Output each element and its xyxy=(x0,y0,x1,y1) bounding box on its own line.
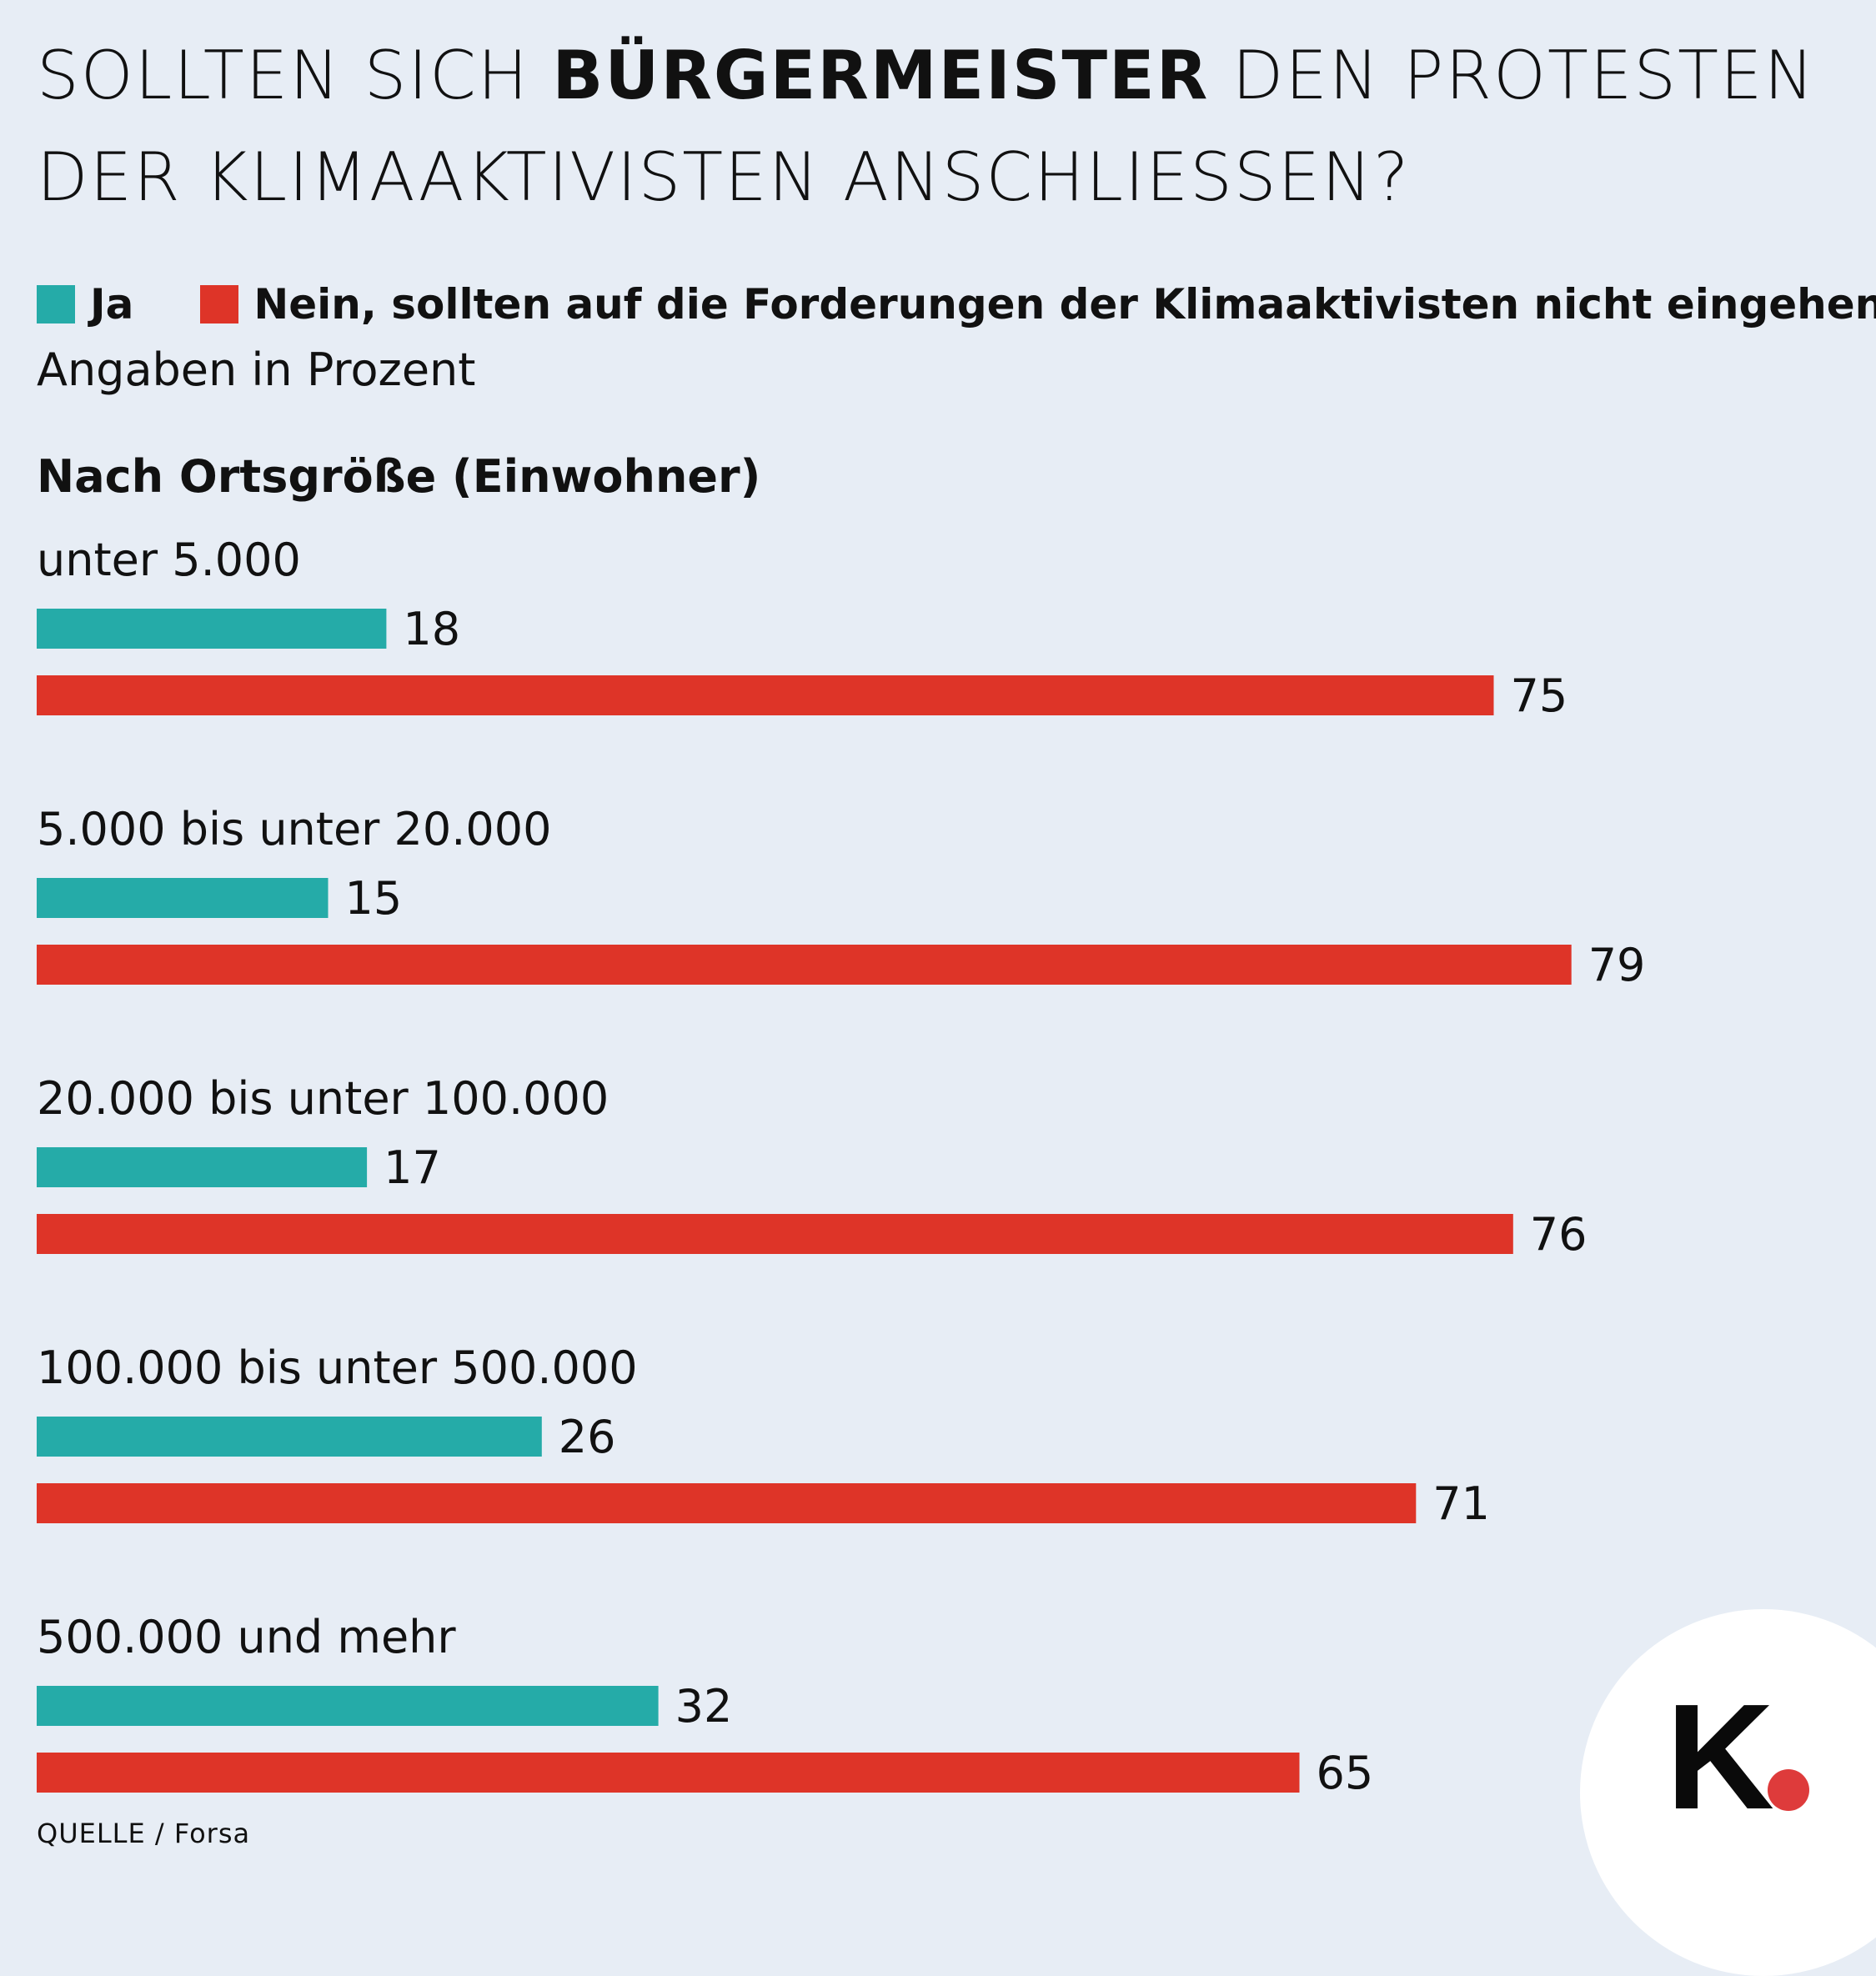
title-part-2: DEN PROTESTEN DER KLIMAAKTIVISTEN ANSCHL… xyxy=(37,37,1816,216)
bar-nein xyxy=(37,1753,1300,1793)
bar-nein xyxy=(37,945,1572,985)
legend-label-nein: Nein, sollten auf die Forderungen der Kl… xyxy=(253,280,1876,328)
category-label: 20.000 bis unter 100.000 xyxy=(37,1072,609,1125)
legend: Ja Nein, sollten auf die Forderungen der… xyxy=(37,280,1876,328)
unit-note: Angaben in Prozent xyxy=(37,344,476,396)
category-label: 5.000 bis unter 20.000 xyxy=(37,803,552,855)
value-label: 65 xyxy=(1317,1747,1374,1799)
bar-nein xyxy=(37,1214,1513,1254)
value-label: 79 xyxy=(1588,939,1646,991)
value-label: 75 xyxy=(1511,670,1568,722)
value-label: 32 xyxy=(675,1680,733,1733)
group-title: Nach Ortsgröße (Einwohner) xyxy=(37,450,760,503)
category-label: 500.000 und mehr xyxy=(37,1611,456,1663)
bar-ja xyxy=(37,1147,368,1187)
value-label: 76 xyxy=(1530,1208,1588,1261)
source-note: QUELLE / Forsa xyxy=(37,1818,251,1849)
bar-ja xyxy=(37,878,329,918)
value-label: 15 xyxy=(345,872,403,925)
bar-nein xyxy=(37,1483,1417,1523)
bar-chart: Nach Ortsgröße (Einwohner) unter 5.000 18 7… xyxy=(37,450,1646,1799)
bar-nein xyxy=(37,675,1494,715)
value-label: 18 xyxy=(403,603,460,655)
category-label: 100.000 bis unter 500.000 xyxy=(37,1342,638,1394)
logo-letter: K xyxy=(1666,1673,1774,1841)
category-label: unter 5.000 xyxy=(37,534,301,586)
value-label: 26 xyxy=(559,1411,616,1463)
bar-ja xyxy=(37,1417,542,1457)
legend-swatch-nein xyxy=(200,285,239,323)
title-bold-word: BÜRGERMEISTER xyxy=(552,37,1210,114)
bar-ja xyxy=(37,609,387,649)
legend-label-ja: Ja xyxy=(90,280,134,328)
chart-title: SOLLTEN SICH BÜRGERMEISTER DEN PROTESTEN… xyxy=(37,25,1854,228)
value-label: 17 xyxy=(384,1141,441,1194)
logo-dot-icon xyxy=(1768,1769,1809,1811)
value-label: 71 xyxy=(1432,1477,1490,1530)
bar-ja xyxy=(37,1686,659,1726)
title-part-1: SOLLTEN SICH xyxy=(37,37,553,114)
legend-swatch-ja xyxy=(37,285,75,323)
